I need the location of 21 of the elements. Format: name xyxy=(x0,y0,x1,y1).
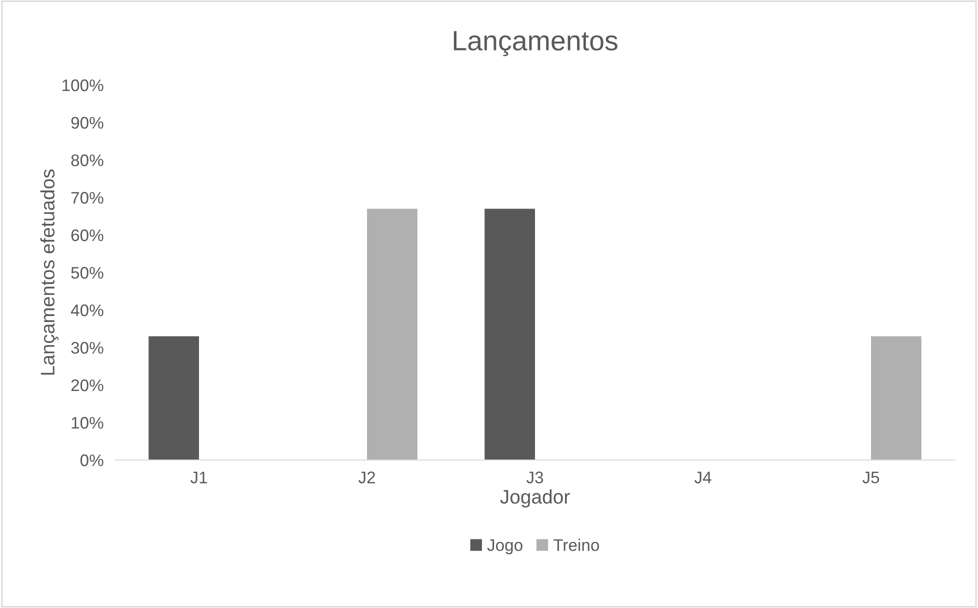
y-tick-label: 70% xyxy=(71,192,104,204)
x-tick-label: J2 xyxy=(358,472,375,484)
y-tick-label: 10% xyxy=(72,416,104,429)
x-tick-label: J1 xyxy=(190,472,207,484)
x-tick-label: J3 xyxy=(526,472,544,484)
y-tick-label: 90% xyxy=(71,116,104,129)
y-axis-title: Lançamentos efetuados xyxy=(40,169,58,375)
y-tick-label: 60% xyxy=(71,229,104,242)
chart-title: Lançamentos xyxy=(454,31,618,56)
y-tick-label: 0% xyxy=(80,454,104,466)
y-tick-label: 30% xyxy=(71,342,104,354)
x-axis-title: Jogador xyxy=(500,489,570,508)
x-tick-label: J4 xyxy=(694,472,712,484)
y-tick-label: 100% xyxy=(62,79,104,92)
legend-label: Treino xyxy=(553,538,600,551)
y-tick-label: 50% xyxy=(71,266,104,279)
y-tick-label: 40% xyxy=(70,304,104,316)
legend-label: Jogo xyxy=(487,539,522,554)
x-tick-label: J5 xyxy=(862,472,880,484)
y-tick-label: 80% xyxy=(71,154,104,166)
y-tick-label: 20% xyxy=(71,379,104,392)
